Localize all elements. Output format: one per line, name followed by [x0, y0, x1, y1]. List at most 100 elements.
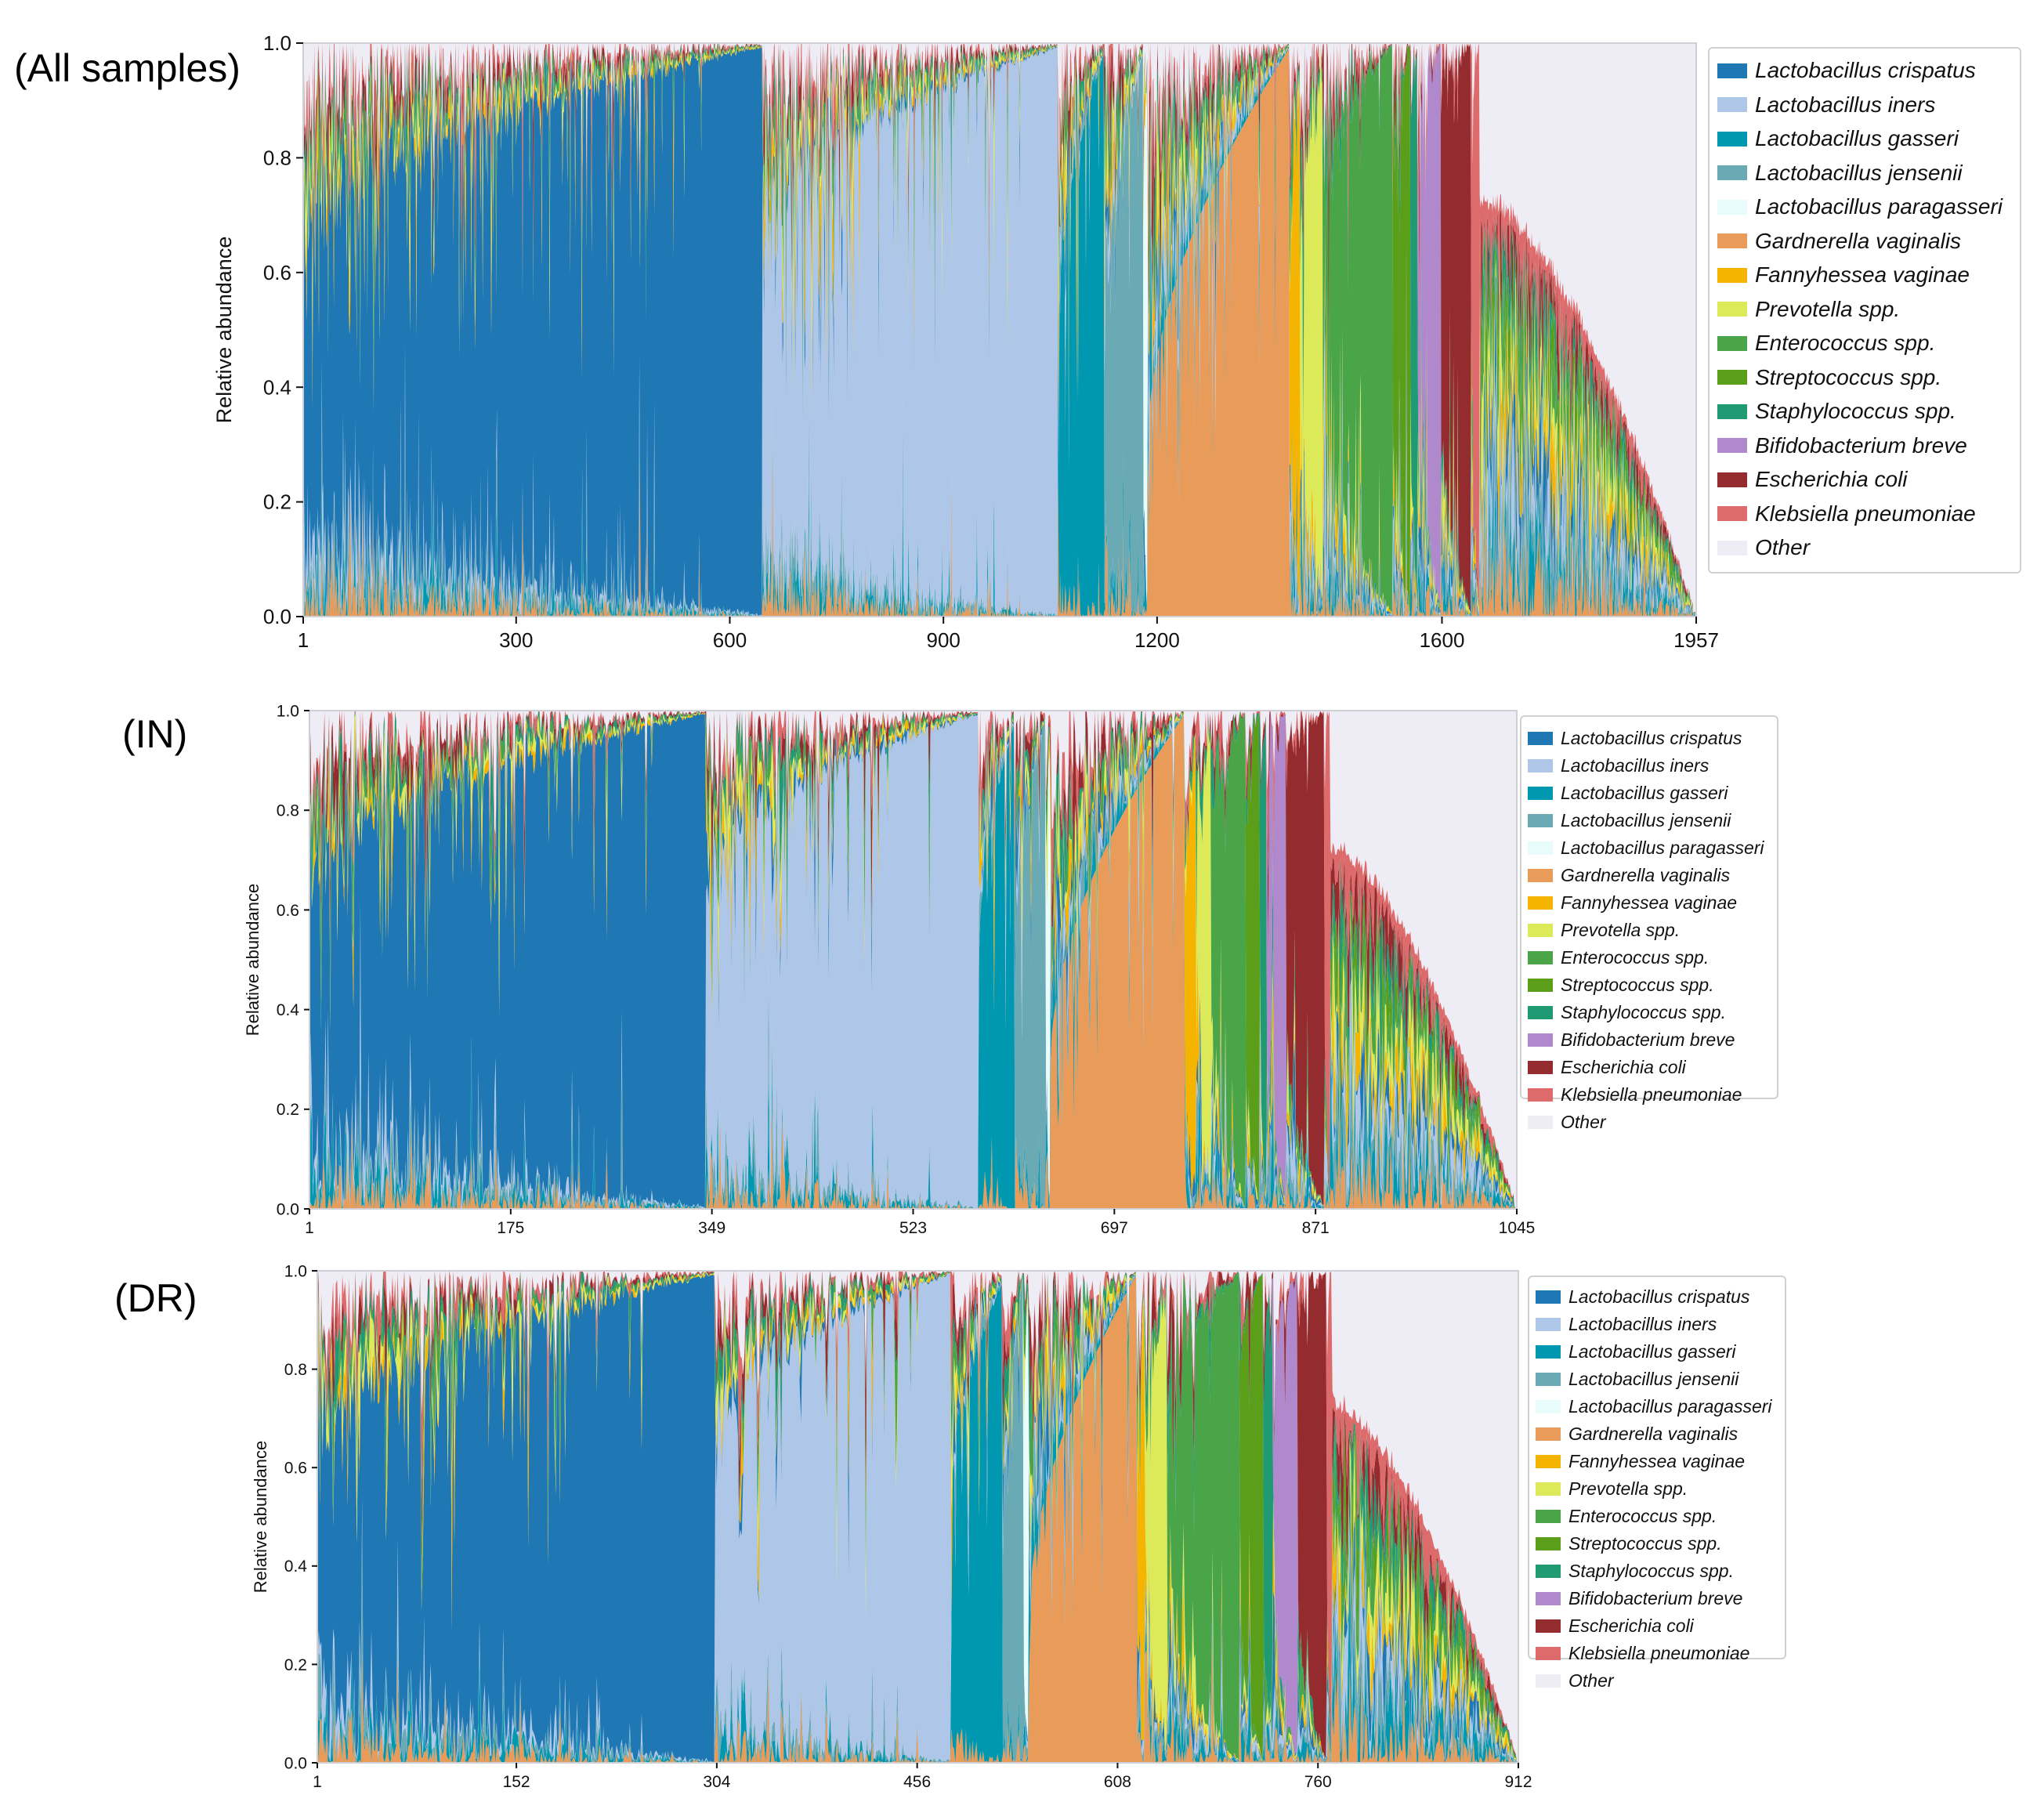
legend-swatch [1536, 1592, 1561, 1605]
legend-item: Prevotella spp. [1521, 920, 1680, 941]
y-tick-label: 0.4 [263, 375, 291, 399]
chart-0: 0.0 0.2 0.4 0.6 0.8 1.0 1 300 600 900 1200 1600 1957… [212, 31, 1719, 652]
legend-item: Staphylococcus spp. [1710, 399, 1956, 424]
y-axis-label: Relative abundance [212, 237, 236, 424]
legend-label: Gardnerella vaginalis [1755, 228, 1962, 253]
legend-label: Lactobacillus crispatus [1568, 1286, 1750, 1307]
legend-swatch [1717, 267, 1747, 283]
legend-item: Bifidobacterium breve [1521, 1029, 1735, 1051]
y-tick-label: 0.0 [277, 1200, 299, 1218]
legend-item: Lactobacillus gasseri [1529, 1341, 1736, 1362]
legend-label: Klebsiella pneumoniae [1568, 1643, 1750, 1663]
legend-label: Fannyhessea vaginae [1561, 892, 1738, 913]
legend-swatch [1717, 438, 1747, 453]
legend-label: Lactobacillus jensenii [1568, 1369, 1739, 1389]
legend-swatch [1536, 1674, 1561, 1688]
area-series-bifidobacterium-breve [317, 1271, 1518, 1763]
legend-label: Bifidobacterium breve [1755, 432, 1967, 458]
y-tick-label: 0.0 [263, 605, 291, 628]
legend-swatch [1528, 1116, 1553, 1129]
legend-swatch [1528, 787, 1553, 800]
y-tick-label: 0.6 [277, 902, 299, 920]
x-tick-label: 175 [497, 1219, 524, 1237]
legend-item: Lactobacillus iners [1521, 755, 1709, 776]
x-tick-label: 456 [903, 1773, 931, 1791]
area-series-bifidobacterium-breve [309, 711, 1517, 1209]
legend-swatch [1536, 1427, 1561, 1441]
x-tick-label: 760 [1304, 1773, 1332, 1791]
y-tick-label: 0.8 [284, 1361, 307, 1379]
legend-item: Fannyhessea vaginae [1710, 262, 1970, 288]
x-tick-label: 1 [313, 1773, 322, 1791]
legend-label: Lactobacillus paragasseri [1755, 194, 2003, 219]
legend-label: Fannyhessea vaginae [1755, 262, 1970, 287]
legend-swatch [1717, 370, 1747, 385]
area-series-lactobacillus-crispatus [317, 1272, 1518, 1763]
y-tick-label: 0.6 [263, 261, 291, 284]
legend-label: Lactobacillus paragasseri [1561, 838, 1764, 858]
legend-label: Klebsiella pneumoniae [1561, 1084, 1742, 1105]
legend-item: Bifidobacterium breve [1710, 433, 1967, 458]
legend-label: Fannyhessea vaginae [1568, 1451, 1746, 1471]
legend-item: Enterococcus spp. [1521, 947, 1709, 968]
legend-swatch [1536, 1455, 1561, 1468]
legend-swatch [1528, 1006, 1553, 1019]
legend-item: Escherichia coli [1710, 467, 1908, 492]
legend-item: Gardnerella vaginalis [1710, 229, 1961, 254]
legend-dr: Lactobacillus crispatus Lactobacillus ine… [1528, 1275, 1786, 1691]
legend-item: Staphylococcus spp. [1529, 1561, 1734, 1582]
legend-swatch [1528, 814, 1553, 827]
x-tick-label: 1 [298, 628, 309, 652]
legend-label: Prevotella spp. [1561, 920, 1681, 940]
legend-swatch [1528, 951, 1553, 964]
legend-label: Other [1755, 535, 1811, 559]
legend-swatch [1536, 1619, 1561, 1633]
panel-label-in: (IN) [122, 712, 188, 756]
chart-2: 0.0 0.2 0.4 0.6 0.8 1.0 1 152 304 456 608 760 912 Rel… [251, 1262, 1532, 1791]
legend-swatch [1717, 302, 1747, 317]
legend-label: Lactobacillus jensenii [1561, 810, 1731, 830]
area-series-fannyhessea-vaginae [303, 45, 1696, 617]
legend-label: Streptococcus spp. [1561, 975, 1714, 995]
y-tick-label: 0.6 [284, 1460, 307, 1478]
legend-item: Lactobacillus paragasseri [1521, 838, 1764, 859]
x-tick-label: 912 [1504, 1773, 1532, 1791]
legend-swatch [1717, 97, 1747, 112]
legend-item: Other [1529, 1670, 1614, 1692]
legend-swatch [1536, 1400, 1561, 1413]
panel-label-all-samples: (All samples) [14, 46, 241, 90]
legend-item: Escherichia coli [1521, 1057, 1686, 1078]
legend-item: Klebsiella pneumoniae [1521, 1084, 1742, 1105]
x-tick-label: 697 [1101, 1219, 1128, 1237]
legend-item: Lactobacillus gasseri [1521, 783, 1728, 804]
legend-swatch [1717, 233, 1747, 248]
legend-item: Escherichia coli [1529, 1616, 1694, 1637]
legend-label: Other [1561, 1112, 1606, 1132]
plot-frame [302, 42, 1697, 617]
legend-label: Other [1568, 1670, 1614, 1691]
legend-label: Enterococcus spp. [1568, 1506, 1717, 1526]
x-tick-label: 600 [713, 628, 747, 652]
legend-label: Streptococcus spp. [1755, 364, 1942, 389]
legend-item: Lactobacillus jensenii [1521, 810, 1731, 831]
legend-in: Lactobacillus crispatus Lactobacillus ine… [1520, 715, 1778, 1132]
legend-item: Gardnerella vaginalis [1529, 1424, 1738, 1445]
y-axis-label: Relative abundance [243, 884, 262, 1036]
legend-swatch [1717, 63, 1747, 78]
legend-label: Lactobacillus paragasseri [1568, 1396, 1772, 1417]
chart-1: 0.0 0.2 0.4 0.6 0.8 1.0 1 175 349 523 697 871 1045 Re… [243, 702, 1535, 1237]
legend-swatch [1528, 732, 1553, 745]
legend-item: Prevotella spp. [1710, 297, 1900, 322]
y-tick-label: 0.2 [284, 1656, 307, 1674]
legend-label: Bifidobacterium breve [1568, 1588, 1743, 1608]
legend-item: Lactobacillus jensenii [1529, 1369, 1739, 1390]
y-tick-label: 0.2 [277, 1101, 299, 1119]
legend-label: Lactobacillus iners [1561, 755, 1710, 776]
x-tick-label: 300 [499, 628, 533, 652]
legend-label: Enterococcus spp. [1755, 331, 1936, 355]
legend-item: Fannyhessea vaginae [1521, 892, 1737, 914]
legend-label: Staphylococcus spp. [1755, 399, 1956, 423]
y-axis-label: Relative abundance [251, 1441, 270, 1593]
y-tick-label: 1.0 [263, 31, 291, 55]
